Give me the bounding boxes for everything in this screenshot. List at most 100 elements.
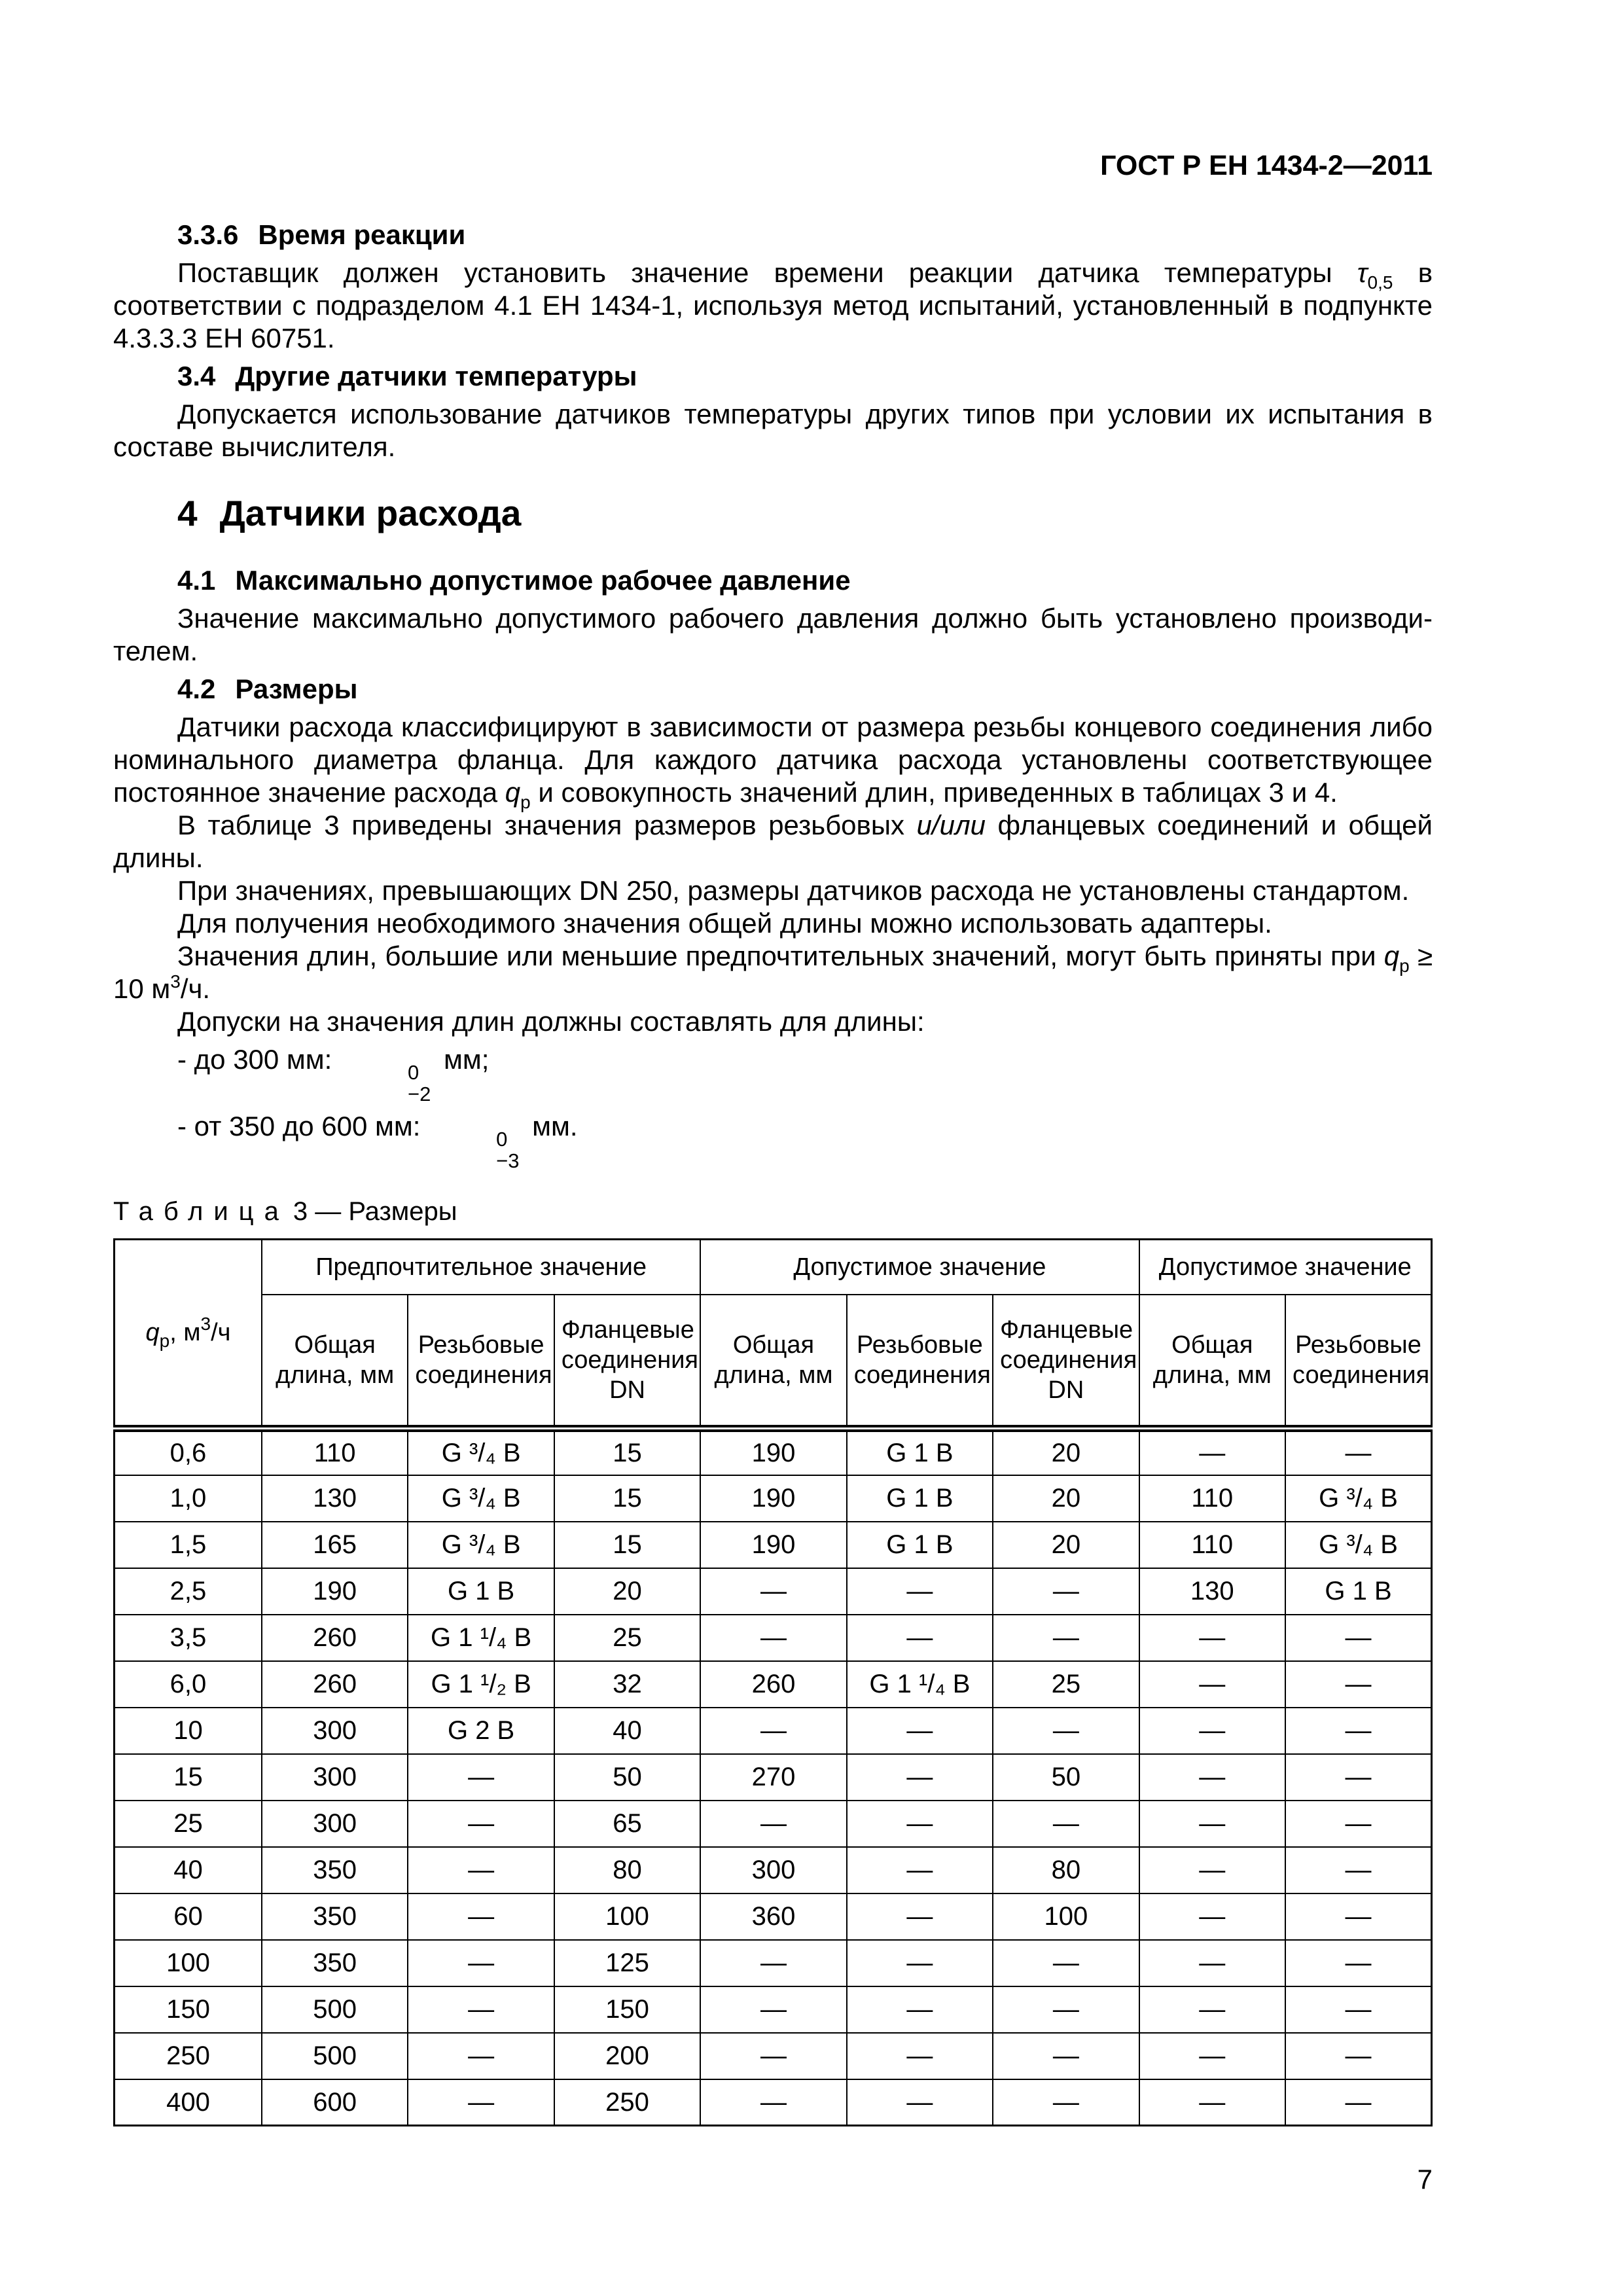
table-row: 150 500—150— — — — — bbox=[113, 1985, 1433, 2034]
table-cell: G ³/₄ B bbox=[407, 1474, 555, 1522]
table-row: 1,5 165 G ³/₄ B 15 190 G 1 B 20 110 G ³/₄ B bbox=[113, 1520, 1433, 1569]
table-cell: G ³/₄ B bbox=[407, 1520, 555, 1569]
table-cell: — bbox=[846, 1892, 994, 1941]
table-cell: — bbox=[700, 2078, 847, 2126]
table-cell: — bbox=[1138, 1892, 1287, 1941]
doc-header-standard-id: ГОСТ Р ЕН 1434-2—2011 bbox=[1100, 150, 1433, 181]
table-cell: G 1 B bbox=[846, 1427, 994, 1476]
cubic-superscript: 3 bbox=[200, 1314, 211, 1335]
heading-number: 3.4 bbox=[177, 361, 216, 391]
table-cell: G 1 ¹/₂ B bbox=[407, 1660, 555, 1708]
table-group-header-row: qp, м3/ч Предпочтительное значение Допус… bbox=[113, 1238, 1433, 1433]
table-cell: 40 bbox=[113, 1846, 262, 1894]
col-header-thread-3: Резьбовые соединения bbox=[1285, 1293, 1433, 1433]
table-body: 0,6 110 G ³/₄ B 15 190 G 1 B 20— —1,0 130 G ³/₄ B… bbox=[113, 1427, 1433, 2126]
table-cell: — bbox=[1285, 1799, 1433, 1848]
table-cell: 250 bbox=[113, 2032, 262, 2080]
paragraph-reaction-time: Поставщик должен установить значение вре… bbox=[113, 257, 1433, 355]
table-cell: — bbox=[1285, 1427, 1433, 1476]
table-cell: — bbox=[846, 1706, 994, 1755]
table-cell: 50 bbox=[992, 1753, 1140, 1801]
table-cell: — bbox=[1138, 1799, 1287, 1848]
table-cell: — bbox=[407, 1939, 555, 1987]
table-cell: G 1 ¹/₄ B bbox=[407, 1613, 555, 1662]
table-cell: 15 bbox=[553, 1427, 702, 1476]
table-cell: 40 bbox=[553, 1706, 702, 1755]
table-cell: — bbox=[1138, 2032, 1287, 2080]
heading-4: 4 Датчики расхода bbox=[113, 493, 1433, 533]
table-cell: 60 bbox=[113, 1892, 262, 1941]
table-cell: — bbox=[846, 1613, 994, 1662]
table-cell: — bbox=[1138, 1660, 1287, 1708]
col-header-total-length-3: Общая длина, мм bbox=[1138, 1293, 1287, 1433]
table-cell: G 1 B bbox=[407, 1567, 555, 1615]
table-cell: — bbox=[1285, 2078, 1433, 2126]
table-cell: — bbox=[1138, 1706, 1287, 1755]
table-cell: 500 bbox=[260, 2032, 409, 2080]
table-cell: — bbox=[1138, 1427, 1287, 1476]
table-cell: 80 bbox=[553, 1846, 702, 1894]
table-cell: 1,0 bbox=[113, 1474, 262, 1522]
table-cell: 150 bbox=[113, 1985, 262, 2034]
heading-3-4: 3.4 Другие датчики температуры bbox=[113, 360, 1433, 393]
table-cell: 50 bbox=[553, 1753, 702, 1801]
tolerance-stack: 0 −3 bbox=[432, 1129, 519, 1172]
table-cell: — bbox=[700, 1613, 847, 1662]
tolerance-upper: 0 bbox=[408, 1061, 419, 1084]
table-cell: — bbox=[1138, 1939, 1287, 1987]
q-symbol: q bbox=[505, 777, 521, 808]
table-cell: — bbox=[700, 1939, 847, 1987]
table-cell: — bbox=[1285, 1846, 1433, 1894]
col-header-thread-1: Резьбовые соединения bbox=[407, 1293, 555, 1433]
table-cell: 350 bbox=[260, 1892, 409, 1941]
table-row: 10 300 G 2 B 40— — — — — bbox=[113, 1706, 1433, 1755]
text-run: - до 300 мм: bbox=[177, 1044, 340, 1075]
table-cell: — bbox=[407, 1892, 555, 1941]
paragraph-other-sensors: Допускается использование датчиков темпе… bbox=[113, 399, 1433, 462]
text-run: Значения длин, большие или меньшие предп… bbox=[177, 941, 1384, 971]
table-cell: — bbox=[407, 1799, 555, 1848]
heading-title: Максимально допустимое рабочее давление bbox=[235, 565, 851, 596]
table-cell: 25 bbox=[113, 1799, 262, 1848]
table-cell: 3,5 bbox=[113, 1613, 262, 1662]
table-caption: Таблица 3 — Размеры bbox=[113, 1195, 1433, 1228]
table-cell: 190 bbox=[700, 1520, 847, 1569]
table-cell: 260 bbox=[260, 1613, 409, 1662]
table-cell: — bbox=[1285, 1706, 1433, 1755]
table-cell: 20 bbox=[992, 1520, 1140, 1569]
table-cell: — bbox=[846, 1753, 994, 1801]
table-cell: 130 bbox=[1138, 1567, 1287, 1615]
table-cell: — bbox=[992, 2032, 1140, 2080]
table-caption-rest: 3 — Размеры bbox=[293, 1197, 457, 1227]
table-cell: — bbox=[1285, 2032, 1433, 2080]
table-cell: — bbox=[1138, 1985, 1287, 2034]
table-row: 2,5 190 G 1 B 20— — —130 G 1 B bbox=[113, 1567, 1433, 1615]
text-run: ≥ 10 м bbox=[113, 941, 1433, 1004]
table-cell: — bbox=[846, 2078, 994, 2126]
text-run: В таблице 3 приведены значения размеров … bbox=[177, 810, 917, 840]
table-cell: 15 bbox=[553, 1474, 702, 1522]
table-cell: — bbox=[700, 2032, 847, 2080]
table-cell: 500 bbox=[260, 1985, 409, 2034]
table-cell: G ³/₄ B bbox=[407, 1427, 555, 1476]
group-header-preferred: Предпочтительное значение bbox=[260, 1238, 702, 1295]
table-cell: — bbox=[1285, 1613, 1433, 1662]
list-item-tolerance-350-600: - от 350 до 600 мм: 0 −3 мм. bbox=[113, 1110, 1433, 1172]
col-header-flange-1: Фланцевые соединения DN bbox=[553, 1293, 702, 1433]
table-cell: — bbox=[407, 2078, 555, 2126]
table-3-sizes: qp, м3/ч Предпочтительное значение Допус… bbox=[113, 1238, 1433, 2127]
q-subscript: p bbox=[520, 792, 531, 812]
table-cell: 600 bbox=[260, 2078, 409, 2126]
tolerance-upper: 0 bbox=[496, 1128, 508, 1151]
table-cell: — bbox=[700, 1567, 847, 1615]
table-cell: 110 bbox=[260, 1427, 409, 1476]
table-row: 60 350—100 360—100— — bbox=[113, 1892, 1433, 1941]
table-cell: 110 bbox=[1138, 1474, 1287, 1522]
heading-number: 4 bbox=[177, 493, 198, 533]
table-cell: 1,5 bbox=[113, 1520, 262, 1569]
table-cell: — bbox=[846, 1985, 994, 2034]
heading-number: 4.2 bbox=[177, 673, 216, 704]
table-cell: — bbox=[992, 1939, 1140, 1987]
table-cell: 300 bbox=[260, 1753, 409, 1801]
table-cell: — bbox=[992, 1799, 1140, 1848]
